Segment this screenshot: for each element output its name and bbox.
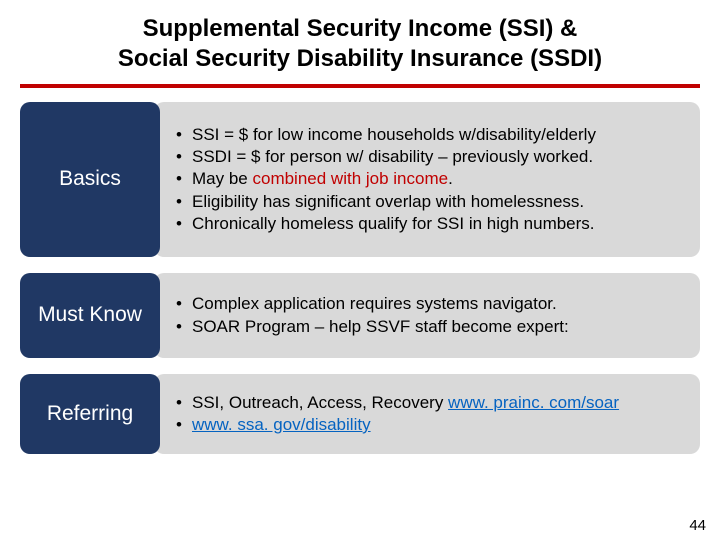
link-prainc[interactable]: www. prainc. com/soar: [448, 393, 619, 412]
bullets-basics: SSI = $ for low income households w/disa…: [154, 102, 700, 257]
label-must-know: Must Know: [20, 273, 160, 358]
bullet: www. ssa. gov/disability: [176, 414, 686, 436]
bullet: May be combined with job income.: [176, 168, 686, 190]
bullets-referring: SSI, Outreach, Access, Recovery www. pra…: [154, 374, 700, 454]
bullet: Complex application requires systems nav…: [176, 293, 686, 315]
bullet: SOAR Program – help SSVF staff become ex…: [176, 316, 686, 338]
bullet: SSI, Outreach, Access, Recovery www. pra…: [176, 392, 686, 414]
bullet: SSDI = $ for person w/ disability – prev…: [176, 146, 686, 168]
title-area: Supplemental Security Income (SSI) & Soc…: [0, 0, 720, 84]
content: Basics SSI = $ for low income households…: [0, 102, 720, 454]
divider: [20, 84, 700, 88]
row-must-know: Must Know Complex application requires s…: [20, 273, 700, 358]
label-referring: Referring: [20, 374, 160, 454]
highlight-text: combined with job income: [252, 169, 448, 188]
bullet: Eligibility has significant overlap with…: [176, 191, 686, 213]
row-referring: Referring SSI, Outreach, Access, Recover…: [20, 374, 700, 454]
bullet: SSI = $ for low income households w/disa…: [176, 124, 686, 146]
label-basics: Basics: [20, 102, 160, 257]
title-line-1: Supplemental Security Income (SSI) &: [143, 15, 578, 42]
page-title: Supplemental Security Income (SSI) & Soc…: [20, 14, 700, 74]
page-number: 44: [689, 517, 706, 534]
title-line-2: Social Security Disability Insurance (SS…: [118, 45, 602, 72]
link-ssa[interactable]: www. ssa. gov/disability: [192, 415, 371, 434]
row-basics: Basics SSI = $ for low income households…: [20, 102, 700, 257]
bullets-must-know: Complex application requires systems nav…: [154, 273, 700, 358]
bullet: Chronically homeless qualify for SSI in …: [176, 213, 686, 235]
